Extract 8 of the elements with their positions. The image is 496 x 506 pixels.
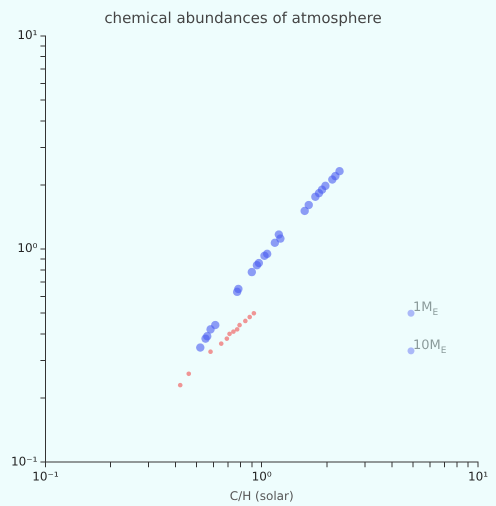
x-tick-label: 10⁰ xyxy=(252,470,272,484)
x-tick-label: 10¹ xyxy=(468,470,488,484)
y-tick-label: 10⁻¹ xyxy=(10,454,38,468)
x-axis-title: C/H (solar) xyxy=(230,488,294,503)
x-tick-label: 10⁻¹ xyxy=(32,470,59,484)
chart-title: chemical abundances of atmosphere xyxy=(104,8,382,27)
y-tick-label: 10⁰ xyxy=(17,241,38,256)
y-tick-label: 10¹ xyxy=(17,28,38,42)
